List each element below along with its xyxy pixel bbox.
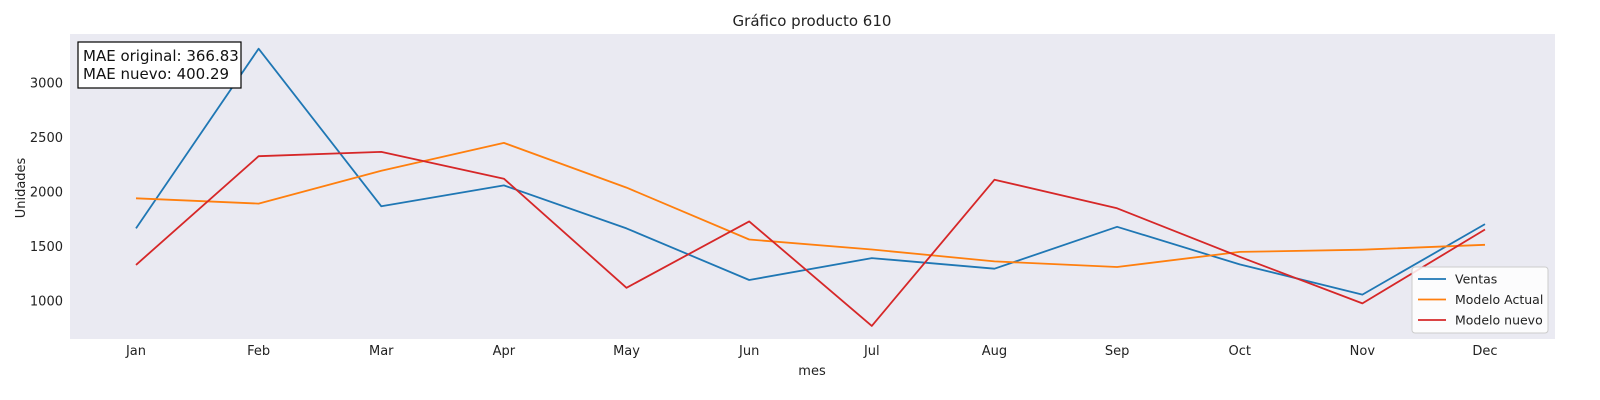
x-axis-ticks: Jan Feb Mar Apr May Jun Jul Aug Sep Oct Nov Dec	[125, 344, 1498, 359]
y-tick-label: 1500	[30, 240, 63, 255]
y-axis-ticks: 1000 1500 2000 2500 3000	[30, 77, 63, 310]
y-tick-label: 2500	[30, 131, 63, 146]
annotation-line-new: MAE nuevo: 400.29	[83, 65, 229, 83]
series-layer	[135, 47, 1486, 327]
legend-label-modelo-actual: Modelo Actual	[1455, 292, 1543, 307]
mae-annotation-box: MAE original: 366.83 MAE nuevo: 400.29	[77, 41, 242, 89]
x-tick-label: Dec	[1472, 344, 1497, 359]
x-tick-label: Oct	[1228, 344, 1250, 359]
x-tick-label: Feb	[247, 344, 270, 359]
legend: Ventas Modelo Actual Modelo nuevo	[1411, 266, 1549, 334]
x-tick-label: Jul	[863, 344, 880, 359]
chart-title: Gráfico producto 610	[733, 12, 892, 30]
x-tick-label: Jan	[125, 344, 146, 359]
x-tick-label: Nov	[1350, 344, 1376, 359]
plot-area	[70, 34, 1555, 339]
y-tick-label: 1000	[30, 294, 63, 309]
annotation-frame	[77, 41, 242, 89]
y-axis-label: Unidades	[14, 157, 29, 218]
y-tick-label: 2000	[30, 185, 63, 200]
series-line-ventas	[135, 47, 1486, 296]
y-tick-label: 3000	[30, 77, 63, 92]
x-axis-label: mes	[798, 364, 826, 379]
x-tick-label: Jun	[738, 344, 759, 359]
legend-frame	[1411, 266, 1549, 334]
x-tick-label: Sep	[1105, 344, 1130, 359]
legend-label-ventas: Ventas	[1455, 271, 1497, 286]
x-tick-label: Mar	[369, 344, 394, 359]
series-line-modelo-actual	[135, 141, 1486, 268]
annotation-line-original: MAE original: 366.83	[83, 47, 239, 65]
x-tick-label: May	[613, 344, 640, 359]
series-line-modelo-nuevo	[135, 150, 1486, 327]
x-tick-label: Apr	[493, 344, 516, 359]
x-tick-label: Aug	[982, 344, 1007, 359]
legend-label-modelo-nuevo: Modelo nuevo	[1455, 312, 1543, 327]
